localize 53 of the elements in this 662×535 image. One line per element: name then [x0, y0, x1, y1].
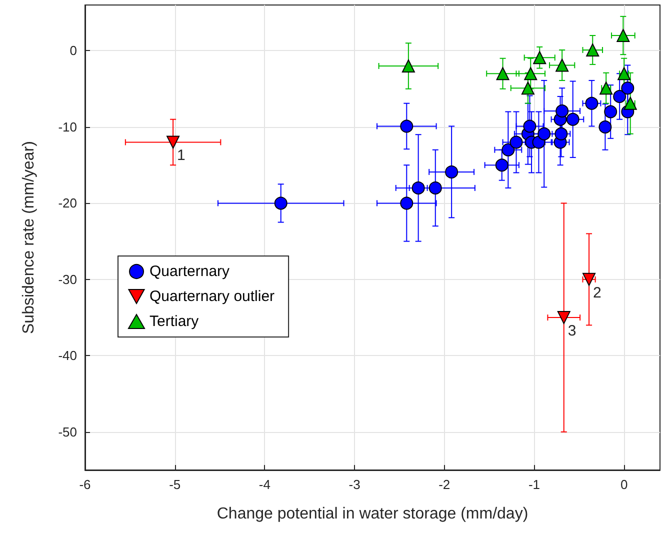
- point: [400, 196, 414, 210]
- x-tick-label: -4: [258, 477, 270, 492]
- x-axis-title: Change potential in water storage (mm/day): [216, 506, 528, 522]
- point: [502, 143, 515, 156]
- point: [524, 67, 538, 80]
- x-tick-label: 0: [620, 477, 628, 492]
- legend-label: Quarternary: [150, 263, 230, 280]
- point: [412, 181, 425, 194]
- y-tick-label: -40: [58, 348, 77, 364]
- point: [496, 67, 510, 80]
- point: [400, 120, 414, 133]
- point: [557, 311, 570, 324]
- point: [402, 59, 415, 72]
- point: [556, 58, 569, 72]
- annotation: 2: [593, 284, 602, 302]
- point: [598, 120, 612, 134]
- point: [521, 82, 534, 95]
- y-tick-label: -10: [58, 119, 77, 134]
- x-tick-label: -1: [528, 477, 540, 492]
- x-tick-label: -6: [79, 477, 91, 492]
- point: [582, 272, 596, 286]
- point: [600, 82, 613, 95]
- point: [586, 43, 600, 56]
- point: [510, 136, 523, 149]
- y-tick-label: -20: [58, 196, 77, 211]
- point: [445, 165, 458, 178]
- x-tick-label: -3: [348, 477, 360, 492]
- point: [538, 127, 551, 140]
- legend-label: Tertiary: [150, 313, 200, 330]
- point: [604, 105, 618, 118]
- point: [428, 181, 442, 194]
- point: [533, 51, 546, 64]
- y-tick-label: -30: [58, 272, 77, 287]
- y-axis-title: Subsidence rate (mm/year): [20, 141, 38, 334]
- point: [616, 28, 630, 42]
- point: [554, 127, 568, 140]
- x-tick-label: -2: [438, 477, 450, 492]
- point: [585, 96, 598, 110]
- point: [166, 136, 180, 149]
- legend-label: Quarternary outlier: [150, 288, 275, 305]
- y-tick-label: 0: [70, 43, 77, 58]
- annotation: 1: [177, 147, 186, 164]
- point: [495, 158, 508, 172]
- point: [523, 120, 536, 133]
- point: [274, 196, 288, 210]
- point: [621, 82, 634, 95]
- annotation: 3: [568, 322, 576, 340]
- point: [556, 104, 569, 118]
- x-tick-label: -5: [169, 477, 181, 492]
- point: [566, 112, 580, 126]
- y-tick-label: -50: [58, 424, 77, 440]
- point: [613, 90, 626, 103]
- point: [624, 96, 637, 110]
